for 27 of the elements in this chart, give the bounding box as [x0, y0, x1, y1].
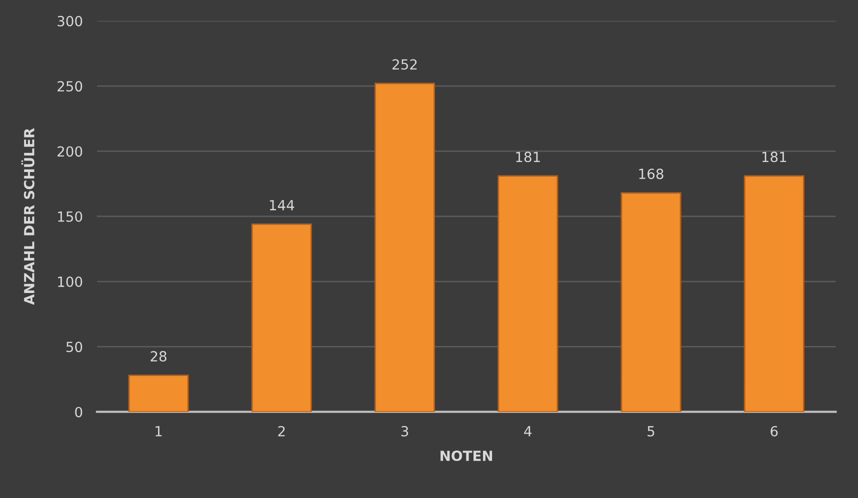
x-tick-label: 6 — [770, 426, 778, 436]
y-tick-label: 300 — [58, 16, 82, 26]
bar — [498, 175, 558, 412]
bar — [251, 224, 312, 412]
x-axis-title: NOTEN — [440, 450, 492, 462]
y-tick-label: 100 — [58, 276, 82, 288]
bar — [128, 374, 189, 412]
data-label: 181 — [762, 152, 786, 162]
y-tick-label: 0 — [75, 406, 82, 418]
x-tick-label: 4 — [524, 426, 532, 436]
y-tick-label: 50 — [66, 342, 82, 352]
y-tick-label: 150 — [58, 211, 82, 222]
bar — [744, 175, 804, 412]
x-tick-label: 5 — [648, 426, 654, 436]
x-tick-label: 3 — [401, 426, 408, 436]
y-axis-title: ANZAHL DER SCHÜLER — [21, 128, 34, 305]
data-label: 252 — [392, 59, 417, 70]
y-tick-label: 200 — [58, 146, 82, 157]
data-label: 181 — [516, 152, 540, 162]
data-label: 28 — [150, 351, 166, 362]
x-tick-label: 1 — [156, 426, 162, 436]
x-tick-label: 2 — [278, 426, 285, 436]
data-label: 168 — [639, 168, 664, 180]
y-tick-label: 250 — [58, 81, 82, 92]
data-label: 144 — [270, 200, 294, 210]
bar — [374, 82, 436, 412]
bar — [620, 192, 682, 412]
